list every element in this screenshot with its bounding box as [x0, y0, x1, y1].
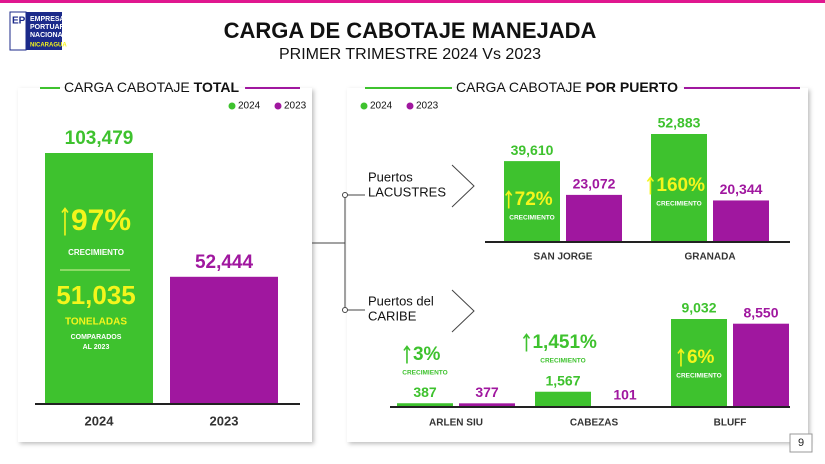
growth-value: 97% [71, 204, 131, 237]
growth-arrow [677, 348, 685, 367]
panel-title-text: CARGA CABOTAJE [456, 79, 582, 95]
growth-label: CRECIMIENTO [656, 201, 701, 208]
value-label: 52,883 [658, 115, 701, 131]
panel-title-text: CARGA CABOTAJE [64, 79, 190, 95]
growth-arrow [403, 345, 411, 364]
legend-swatch [228, 102, 236, 110]
logo-initials: EPN [12, 16, 33, 27]
bar [170, 276, 278, 404]
logo-text: EMPRESA [30, 16, 65, 23]
page-number: 9 [798, 437, 804, 449]
growth-label: CRECIMIENTO [68, 248, 124, 257]
difference: 51,035 [56, 280, 136, 310]
panel-title: CARGA CABOTAJE TOTAL [64, 79, 239, 95]
value-label: 20,344 [720, 181, 763, 197]
value-label: 52,444 [195, 252, 254, 273]
logo-text: PORTUARIA [30, 24, 72, 31]
growth-label: CRECIMIENTO [676, 373, 721, 380]
difference-note: COMPARADOS [71, 334, 122, 341]
legend-label: 2024 [238, 101, 261, 112]
growth-value: 1,451% [532, 332, 597, 353]
logo-text: NICARAGUA [30, 43, 67, 49]
x-tick-label: 2024 [85, 413, 115, 428]
x-tick-label: 2023 [210, 413, 239, 428]
legend-swatch [274, 102, 282, 110]
x-tick-label: SAN JORGE [534, 252, 593, 263]
difference-note: AL 2023 [83, 344, 110, 351]
growth-arrow [522, 333, 531, 352]
value-label: 387 [413, 384, 437, 400]
difference-unit: TONELADAS [65, 317, 127, 328]
bar [566, 194, 622, 242]
growth-arrow [505, 190, 513, 209]
panel-puerto [347, 88, 808, 442]
value-label: 8,550 [743, 304, 778, 320]
panel-title-bold: TOTAL [194, 79, 240, 95]
group-label: Puertos del [368, 293, 434, 308]
group-label: LACUSTRES [368, 184, 446, 199]
x-tick-label: GRANADA [684, 252, 735, 263]
growth-value: 160% [656, 175, 705, 196]
value-label: 39,610 [511, 142, 554, 158]
x-tick-label: BLUFF [714, 418, 747, 429]
legend-label: 2024 [370, 101, 393, 112]
x-tick-label: ARLEN SIU [429, 418, 483, 429]
legend-label: 2023 [416, 101, 439, 112]
slide-title: CARGA DE CABOTAJE MANEJADA [224, 18, 597, 43]
logo-mark [9, 11, 27, 51]
page-box [789, 433, 813, 453]
value-label: 1,567 [545, 372, 580, 388]
growth-label: CRECIMIENTO [402, 370, 447, 377]
panel-title-bold: POR PUERTO [586, 79, 678, 95]
group-label: Puertos [368, 169, 413, 184]
bar [45, 153, 153, 404]
panel-title: CARGA CABOTAJE POR PUERTO [456, 79, 678, 95]
bar [713, 200, 769, 242]
growth-arrow [61, 207, 69, 236]
legend-label: 2023 [284, 101, 307, 112]
legend-swatch [406, 102, 414, 110]
x-tick-label: CABEZAS [570, 418, 619, 429]
growth-value: 3% [413, 344, 441, 365]
group-label: CARIBE [368, 308, 417, 323]
value-label: 103,479 [65, 128, 134, 149]
top-stripe [0, 0, 825, 3]
value-label: 23,072 [573, 176, 616, 192]
bar [535, 391, 591, 407]
growth-value: 72% [515, 189, 553, 210]
growth-arrow [646, 176, 655, 195]
value-label: 377 [475, 384, 499, 400]
bar [733, 323, 789, 407]
bar [651, 134, 707, 242]
growth-value: 6% [687, 347, 715, 368]
growth-label: CRECIMIENTO [540, 358, 585, 365]
bar [397, 403, 453, 407]
legend-swatch [360, 102, 368, 110]
bar [459, 403, 515, 407]
logo-text: NACIONAL [30, 32, 68, 39]
value-label: 101 [613, 387, 637, 403]
growth-label: CRECIMIENTO [509, 215, 554, 222]
value-label: 9,032 [681, 300, 716, 316]
slide-subtitle: PRIMER TRIMESTRE 2024 Vs 2023 [279, 46, 541, 63]
bar [504, 161, 560, 242]
connector [312, 164, 475, 333]
